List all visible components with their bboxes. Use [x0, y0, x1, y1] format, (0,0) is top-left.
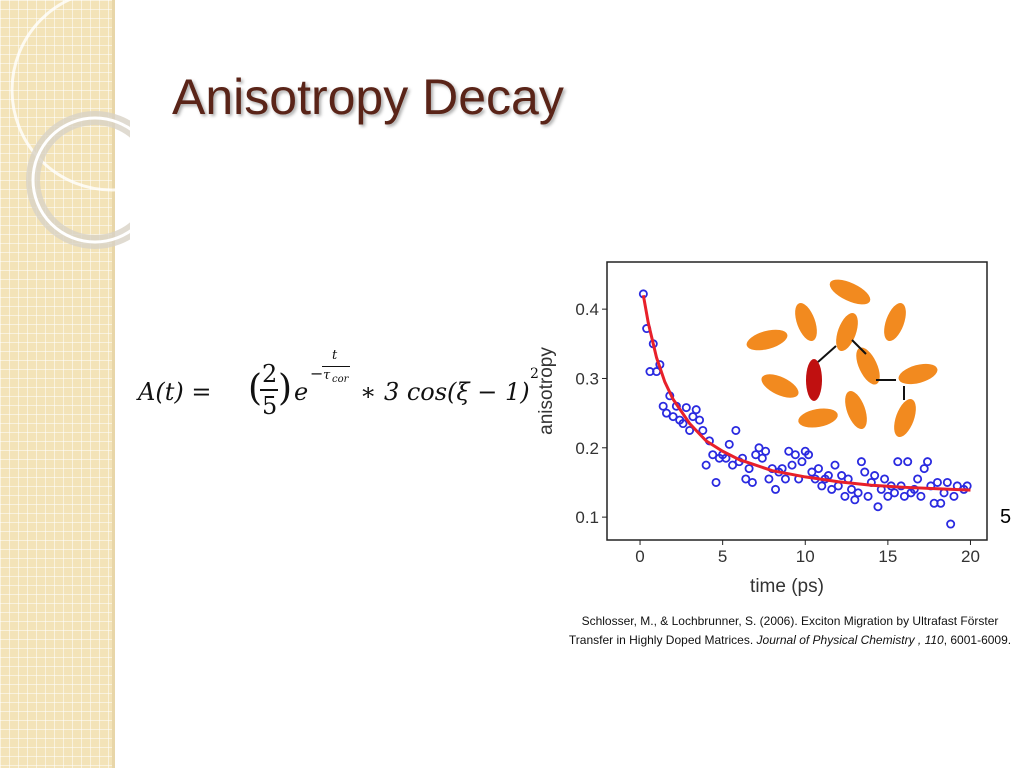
- data-point: [847, 484, 857, 494]
- eq-exp-num: t: [332, 348, 338, 363]
- citation-journal: Journal of Physical Chemistry , 110: [756, 633, 944, 647]
- plot-frame: [606, 261, 988, 541]
- citation: Schlosser, M., & Lochbrunner, S. (2006).…: [560, 612, 1020, 650]
- x-tick-label: 0: [635, 547, 644, 566]
- data-point: [853, 488, 863, 498]
- data-point: [731, 425, 741, 435]
- eq-exp-sub: cor: [332, 374, 349, 385]
- eq-den: 5: [262, 392, 278, 420]
- x-tick-label: 20: [961, 547, 980, 566]
- data-point: [681, 403, 691, 413]
- data-point: [827, 484, 837, 494]
- data-point: [850, 495, 860, 505]
- data-point: [678, 419, 688, 429]
- data-point: [790, 450, 800, 460]
- y-tick-label: 0.4: [575, 300, 599, 319]
- data-point: [668, 412, 678, 422]
- molecule-illustration: [746, 279, 938, 438]
- data-point: [701, 460, 711, 470]
- eq-exp-den: τ: [323, 368, 331, 383]
- data-point: [761, 446, 771, 456]
- y-tick-label: 0.2: [575, 439, 599, 458]
- data-point: [813, 464, 823, 474]
- slide-title: Anisotropy Decay: [172, 69, 564, 125]
- y-tick-label: 0.3: [575, 369, 599, 388]
- eq-power: 2: [530, 366, 539, 382]
- data-point: [741, 474, 751, 484]
- page-number: 5: [1000, 506, 1012, 528]
- data-point: [695, 415, 705, 425]
- eq-rest: ∗ 3 cos(ξ − 1): [360, 378, 530, 406]
- data-point: [923, 457, 933, 467]
- data-point: [919, 464, 929, 474]
- data-point: [771, 484, 781, 494]
- data-point: [899, 491, 909, 501]
- x-tick-label: 15: [878, 547, 897, 566]
- data-point: [807, 467, 817, 477]
- data-point: [784, 446, 794, 456]
- x-tick-label: 5: [718, 547, 727, 566]
- data-point: [685, 425, 695, 435]
- data-point: [840, 491, 850, 501]
- data-point: [698, 425, 708, 435]
- data-point: [711, 477, 721, 487]
- eq-sign: −: [310, 364, 324, 383]
- data-point: [856, 457, 866, 467]
- data-point: [764, 474, 774, 484]
- data-point: [889, 488, 899, 498]
- decor-rings: [10, 0, 130, 249]
- eq-lhs: A(t) =: [138, 378, 212, 406]
- data-point: [780, 474, 790, 484]
- data-point: [949, 491, 959, 501]
- data-point: [932, 477, 942, 487]
- data-point: [942, 477, 952, 487]
- data-point: [883, 491, 893, 501]
- data-point: [817, 481, 827, 491]
- data-point: [873, 502, 883, 512]
- data-point: [724, 439, 734, 449]
- data-point: [946, 519, 956, 529]
- data-point: [688, 412, 698, 422]
- data-point: [913, 474, 923, 484]
- data-point: [744, 464, 754, 474]
- data-point: [757, 453, 767, 463]
- eq-base: e: [294, 378, 309, 406]
- y-axis-label: anisotropy: [536, 347, 557, 435]
- data-point: [916, 491, 926, 501]
- data-point: [863, 491, 873, 501]
- data-point: [787, 460, 797, 470]
- data-point: [754, 443, 764, 453]
- y-tick-label: 0.1: [575, 508, 599, 527]
- data-point: [837, 471, 847, 481]
- data-point: [661, 408, 671, 418]
- data-point: [870, 471, 880, 481]
- data-point: [728, 460, 738, 470]
- data-point: [658, 401, 668, 411]
- data-point: [691, 405, 701, 415]
- x-axis-label: time (ps): [750, 576, 824, 597]
- data-point: [804, 450, 814, 460]
- data-point: [751, 450, 761, 460]
- citation-text: Schlosser, M., & Lochbrunner, S. (2006).…: [568, 614, 999, 647]
- data-point: [860, 467, 870, 477]
- eq-num: 2: [262, 360, 278, 388]
- fit-line: [641, 295, 971, 492]
- data-point: [747, 477, 757, 487]
- data-point: [909, 484, 919, 494]
- data-point: [936, 498, 946, 508]
- x-tick-label: 10: [796, 547, 815, 566]
- data-point: [903, 457, 913, 467]
- data-point: [708, 450, 718, 460]
- data-point: [797, 457, 807, 467]
- data-point: [830, 460, 840, 470]
- citation-pages: , 6001-6009.: [943, 633, 1012, 647]
- data-point: [880, 474, 890, 484]
- data-point: [893, 457, 903, 467]
